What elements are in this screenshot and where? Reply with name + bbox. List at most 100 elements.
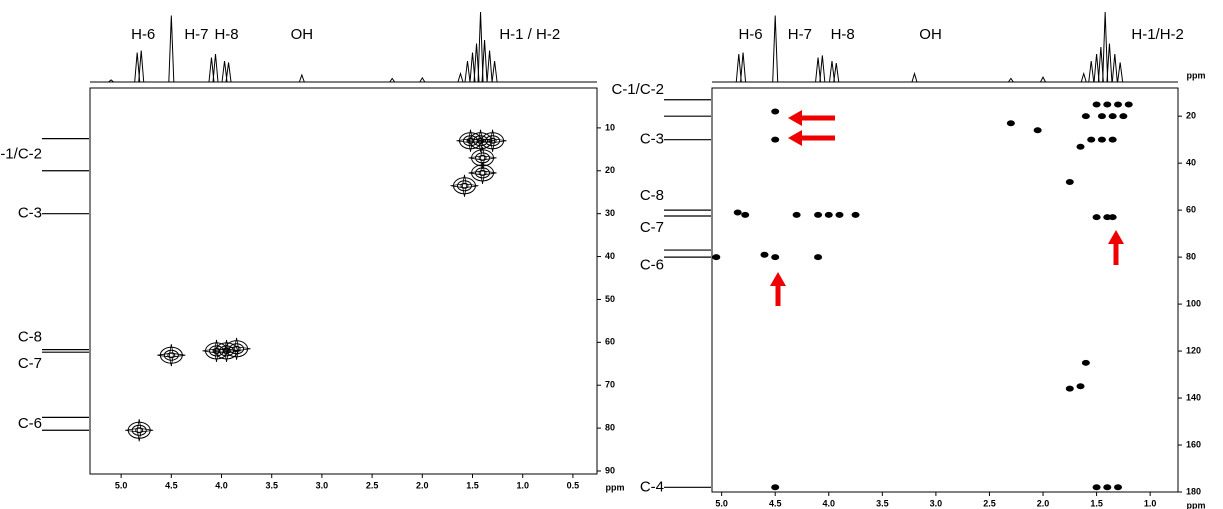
projection-peak (815, 57, 822, 83)
cross-peak (712, 254, 721, 261)
cross-peak (1076, 383, 1085, 390)
contour-ring (488, 137, 497, 144)
y-tick-label: 20 (605, 165, 615, 175)
proton-label: H-8 (831, 26, 855, 43)
cross-peak (851, 211, 860, 218)
contour-ring (204, 342, 228, 360)
contour-peak (478, 129, 507, 152)
projection-peak (481, 39, 488, 83)
y-tick-label: 160 (1186, 439, 1201, 449)
projection-peak (1040, 75, 1046, 83)
y-tick-label: 80 (1186, 251, 1196, 261)
projection-peak (457, 71, 464, 83)
y-tick-label: 70 (605, 380, 615, 390)
cross-peak (733, 209, 742, 216)
carbon-label: C-1/C-2 (611, 81, 664, 98)
projection-peak (298, 73, 305, 83)
contour-ring (471, 164, 495, 182)
projection-peak (1097, 46, 1104, 83)
contour-ring (163, 349, 179, 361)
projection-peak (828, 60, 835, 83)
y-tick-label: 60 (1186, 205, 1196, 215)
contour-star (468, 161, 497, 184)
cross-peak (835, 211, 844, 218)
cross-peak (792, 211, 801, 218)
cross-peak (1119, 113, 1128, 120)
contour-ring (232, 345, 241, 352)
projection-peak (212, 53, 219, 83)
contour-ring (159, 346, 183, 364)
plot-frame (711, 87, 1179, 493)
proton-label: H-1/H-2 (1131, 26, 1184, 43)
cross-peak (771, 254, 780, 261)
projection-peak (108, 79, 114, 83)
contour-ring (485, 135, 501, 147)
contour-ring (135, 427, 144, 434)
projection-peak (419, 76, 426, 83)
panel: H-6 H-7 H-8 OH H-1 / H-2 5.0 4.5 4.0 3.5 3.0 2.5 2.… (0, 11, 625, 492)
projection-peak (1117, 62, 1124, 83)
x-tick-label: 2.5 (983, 498, 996, 508)
contour-ring (456, 180, 472, 192)
projection-peak (819, 55, 826, 83)
carbon-label: C-3 (18, 205, 42, 222)
projection-peak (735, 53, 742, 83)
y-tick-label: 20 (1186, 111, 1196, 121)
contour-star (468, 146, 497, 169)
cross-peak (1103, 484, 1112, 491)
y-tick-label: 40 (605, 251, 615, 261)
contour-ring (452, 177, 476, 195)
projection-peak (1106, 43, 1113, 83)
carbon-label: C-3 (640, 131, 664, 148)
contour-ring (475, 152, 491, 164)
contour-peak (468, 146, 497, 169)
x-tick-label: 4.0 (823, 498, 836, 508)
contour-star (450, 174, 479, 197)
carbon-label: C-8 (18, 329, 42, 346)
cross-peak (1092, 101, 1101, 108)
proton-label: H-8 (214, 26, 238, 43)
proton-label: H-1 / H-2 (499, 26, 560, 43)
cross-peak (1081, 359, 1090, 366)
proton-label: H-6 (131, 26, 155, 43)
cross-peak (1108, 136, 1117, 143)
contour-peak (125, 419, 154, 442)
y-tick-label: 60 (605, 337, 615, 347)
projection-peak (1111, 53, 1118, 83)
contour-star (157, 344, 186, 367)
carbon-label: C-6 (18, 415, 42, 432)
projection-peak (477, 11, 484, 83)
contour-peak (157, 344, 186, 367)
x-tick-label: 5.0 (715, 498, 728, 508)
projection-peak (464, 60, 471, 83)
y-tick-label: 100 (1186, 298, 1201, 308)
x-tick-label: 4.0 (215, 480, 228, 490)
cross-peak (1103, 101, 1112, 108)
cross-peak (1092, 214, 1101, 221)
cross-peak (1065, 178, 1074, 185)
x-axis-label: ppm (1187, 500, 1206, 509)
projection-peak (772, 15, 779, 83)
contour-ring (475, 167, 491, 179)
projection-peak (1093, 53, 1100, 83)
y-tick-label: 180 (1186, 486, 1201, 496)
contour-ring (478, 154, 487, 161)
y-tick-label: 140 (1186, 392, 1201, 402)
x-tick-label: 2.0 (416, 480, 429, 490)
carbon-label: C-7 (640, 219, 664, 236)
y-tick-label: 50 (605, 294, 615, 304)
x-tick-label: 1.0 (516, 480, 529, 490)
carbon-label: C-6 (640, 257, 664, 274)
x-tick-label: 2.5 (366, 480, 379, 490)
x-tick-label: 4.5 (165, 480, 178, 490)
y-tick-label: 120 (1186, 345, 1201, 355)
projection-peak (138, 50, 145, 83)
contour-star (212, 339, 241, 362)
contour-star (222, 337, 251, 360)
y-tick-label: 90 (605, 465, 615, 475)
arrow-head (788, 130, 802, 146)
contour-star (478, 129, 507, 152)
cross-peak (760, 251, 769, 258)
y-tick-label: 10 (605, 122, 615, 132)
cross-peak (1076, 143, 1085, 150)
